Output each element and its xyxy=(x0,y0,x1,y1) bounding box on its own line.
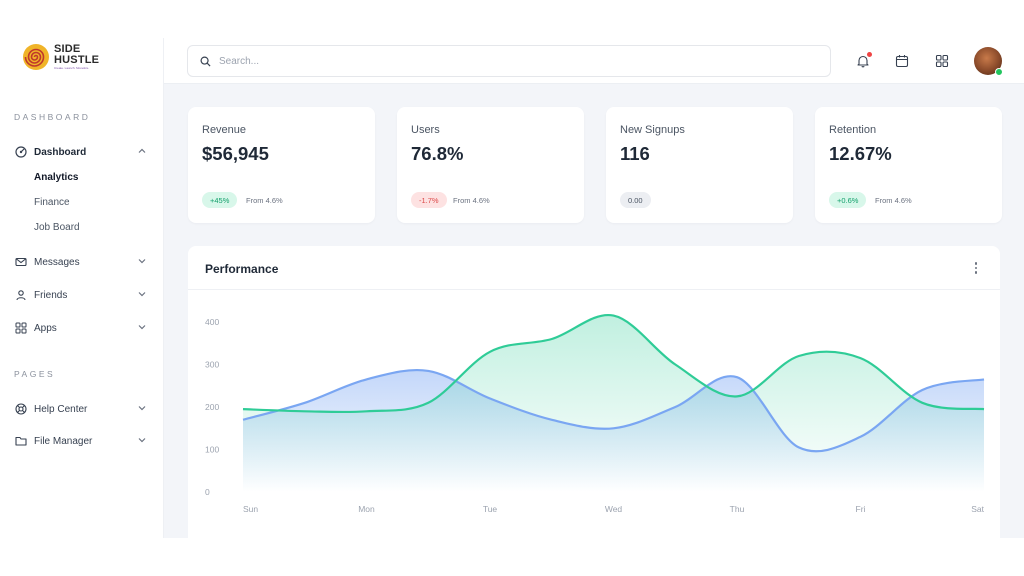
chevron-down-icon xyxy=(138,325,146,330)
y-tick-label: 200 xyxy=(205,402,219,412)
sidebar-item-friends[interactable]: Friends xyxy=(14,284,154,306)
logo-spiral-icon xyxy=(23,44,49,70)
y-tick-label: 100 xyxy=(205,445,219,455)
y-tick-label: 0 xyxy=(205,487,210,497)
sidebar-item-messages[interactable]: Messages xyxy=(14,251,154,273)
notification-dot xyxy=(867,52,872,57)
stat-badge: +0.6% xyxy=(829,192,867,208)
stat-label: Users xyxy=(411,124,440,136)
search-icon xyxy=(200,56,211,67)
more-vertical-icon[interactable] xyxy=(970,260,982,276)
apps-grid-icon xyxy=(935,54,949,68)
brand-logo[interactable]: SIDE HUSTLE Create. Launch. Monetize. xyxy=(22,43,99,71)
stat-label: Retention xyxy=(829,124,877,136)
stat-value: 116 xyxy=(620,143,650,164)
sidebar-subitem-job-board[interactable]: Job Board xyxy=(34,222,80,233)
sidebar-item-label: Apps xyxy=(34,322,57,334)
dashboard-icon xyxy=(14,145,28,159)
chevron-down-icon xyxy=(138,292,146,297)
sidebar-item-dashboard[interactable]: Dashboard xyxy=(14,141,154,163)
stat-card-users: Users 76.8% -1.7% From 4.6% xyxy=(397,107,584,223)
mail-icon xyxy=(14,255,28,269)
x-tick-label: Sat xyxy=(971,504,984,514)
stat-badge: +45% xyxy=(202,192,238,208)
stat-value: 76.8% xyxy=(411,143,464,164)
x-tick-label: Wed xyxy=(605,504,623,514)
main-content: Revenue $56,945 +45% From 4.6% Users 76.… xyxy=(164,38,1024,546)
notifications-button[interactable] xyxy=(854,52,872,70)
sidebar-subitem-finance[interactable]: Finance xyxy=(34,197,70,208)
stat-card-retention: Retention 12.67% +0.6% From 4.6% xyxy=(815,107,1002,223)
brand-name-line1: SIDE xyxy=(54,43,81,55)
stat-value: 12.67% xyxy=(829,143,892,164)
stat-from: From 4.6% xyxy=(246,196,283,205)
sidebar-item-label: Dashboard xyxy=(34,146,87,158)
x-tick-label: Thu xyxy=(730,504,745,514)
grid-icon xyxy=(14,321,28,335)
brand-name-line2: HUSTLE xyxy=(54,54,100,66)
stat-label: Revenue xyxy=(202,124,247,136)
stat-card-revenue: Revenue $56,945 +45% From 4.6% xyxy=(188,107,375,223)
sidebar-item-label: Messages xyxy=(34,256,80,268)
calendar-icon xyxy=(895,55,909,68)
sidebar-item-file-manager[interactable]: File Manager xyxy=(14,430,154,452)
sidebar-item-label: Friends xyxy=(34,289,68,301)
performance-chart: 0 100 200 300 400 Sun Mon Tue Wed Thu Fri Sat xyxy=(205,314,985,514)
online-status-dot xyxy=(995,68,1003,76)
chevron-down-icon xyxy=(138,406,146,411)
x-tick-label: Fri xyxy=(856,504,866,514)
stat-badge: 0.00 xyxy=(620,192,651,208)
stat-card-new-signups: New Signups 116 0.00 xyxy=(606,107,793,223)
bell-icon xyxy=(857,55,869,68)
performance-panel: Performance 0 100 200 300 400 Sun Mon Tue Wed Thu… xyxy=(188,246,1000,546)
panel-title: Performance xyxy=(205,262,279,276)
chevron-down-icon xyxy=(138,438,146,443)
sidebar-item-help-center[interactable]: Help Center xyxy=(14,398,154,420)
apps-button[interactable] xyxy=(933,52,951,70)
stat-badge: -1.7% xyxy=(411,192,447,208)
topbar xyxy=(164,38,1024,84)
sidebar-subitem-analytics[interactable]: Analytics xyxy=(34,172,79,183)
y-tick-label: 300 xyxy=(205,360,219,370)
sidebar: SIDE HUSTLE Create. Launch. Monetize. DA… xyxy=(0,38,164,538)
section-label-dashboard: DASHBOARD xyxy=(14,112,91,122)
search-box[interactable] xyxy=(187,45,831,77)
sidebar-item-label: Help Center xyxy=(34,403,88,415)
sidebar-item-apps[interactable]: Apps xyxy=(14,317,154,339)
y-tick-label: 400 xyxy=(205,317,219,327)
x-tick-label: Sun xyxy=(243,504,258,514)
folder-icon xyxy=(14,434,28,448)
avatar[interactable] xyxy=(974,47,1003,76)
calendar-button[interactable] xyxy=(893,52,911,70)
chevron-up-icon xyxy=(138,148,146,153)
x-tick-label: Tue xyxy=(483,504,498,514)
x-tick-label: Mon xyxy=(358,504,375,514)
series-line-1 xyxy=(242,314,985,414)
series-line-0 xyxy=(242,369,985,453)
chevron-down-icon xyxy=(138,259,146,264)
search-input[interactable] xyxy=(219,55,799,67)
brand-tagline: Create. Launch. Monetize. xyxy=(54,66,90,70)
stat-from: From 4.6% xyxy=(453,196,490,205)
stat-from: From 4.6% xyxy=(875,196,912,205)
section-label-pages: PAGES xyxy=(14,369,56,379)
stat-label: New Signups xyxy=(620,124,685,136)
divider xyxy=(188,289,1000,290)
lifebuoy-icon xyxy=(14,402,28,416)
stat-value: $56,945 xyxy=(202,143,269,164)
user-icon xyxy=(14,288,28,302)
sidebar-item-label: File Manager xyxy=(34,435,93,447)
